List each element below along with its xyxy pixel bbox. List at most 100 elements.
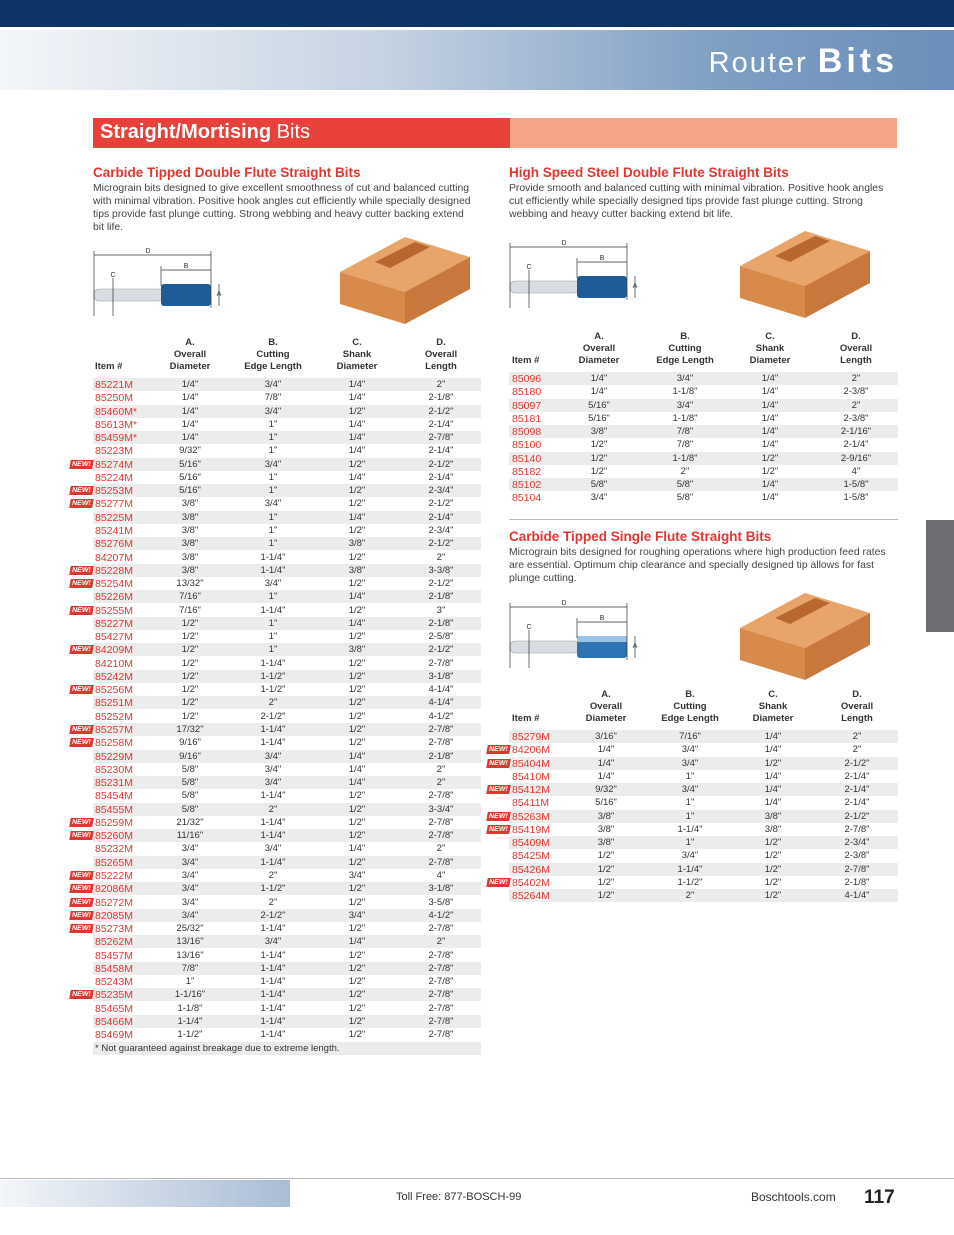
cell: 1-5/8" bbox=[843, 479, 869, 490]
table-row bbox=[509, 875, 898, 889]
cell: 1-1/4" bbox=[260, 1029, 286, 1041]
cell: 1/2" bbox=[764, 837, 782, 848]
table-row bbox=[93, 431, 481, 445]
column-header: Cutting bbox=[256, 349, 290, 360]
item-number: 82086M bbox=[95, 883, 133, 896]
table-row bbox=[509, 783, 898, 796]
item-number: 84210M bbox=[95, 657, 133, 670]
cell: 1-1/4" bbox=[260, 816, 286, 828]
cell: 1/4" bbox=[764, 797, 782, 809]
wood-top bbox=[740, 593, 870, 648]
cell: 13/32" bbox=[176, 578, 204, 590]
cell: 1/2" bbox=[348, 551, 366, 563]
cell: 2-7/8" bbox=[428, 830, 454, 842]
dimension-label: A bbox=[217, 291, 222, 298]
cell: 1-1/4" bbox=[260, 604, 286, 616]
cell: 1-1/4" bbox=[260, 949, 286, 961]
table-row bbox=[93, 470, 481, 484]
cell: 2-3/8" bbox=[843, 386, 869, 398]
item-number: 85235M bbox=[95, 989, 133, 1002]
cell: 2-7/8" bbox=[428, 949, 454, 961]
new-badge: NEW! bbox=[69, 605, 94, 615]
item-number: 84206M bbox=[512, 744, 550, 757]
section-bold: Straight/Mortising bbox=[100, 121, 272, 143]
column-header: Item # bbox=[512, 355, 540, 366]
cell: 2-7/8" bbox=[428, 962, 454, 974]
cell: 2-3/8" bbox=[843, 412, 869, 424]
item-number: 85419M bbox=[512, 823, 550, 836]
new-badge: NEW! bbox=[69, 645, 94, 655]
new-badge: NEW! bbox=[486, 877, 511, 887]
column-header: Diameter bbox=[749, 355, 791, 366]
new-badge: NEW! bbox=[69, 924, 94, 934]
item-number: 85466M bbox=[95, 1015, 133, 1028]
cell: 2-7/8" bbox=[428, 923, 454, 935]
cell: 1" bbox=[268, 445, 278, 457]
cell: 1-1/2" bbox=[260, 670, 286, 682]
item-number: 85100 bbox=[512, 439, 542, 452]
cell: 2-1/2" bbox=[428, 405, 454, 417]
cell: 11/16" bbox=[176, 830, 204, 842]
cell: 5/16" bbox=[179, 458, 201, 470]
column-header: Item # bbox=[95, 361, 123, 372]
item-number: 85460M* bbox=[95, 405, 138, 418]
cell: 1/2" bbox=[181, 644, 199, 656]
cell: 1/4" bbox=[348, 379, 366, 390]
wood-side bbox=[805, 613, 870, 680]
cell: 1/2" bbox=[348, 790, 366, 802]
cell: 5/16" bbox=[179, 485, 201, 497]
item-number: 85262M bbox=[95, 936, 133, 949]
cell: 3/4" bbox=[181, 883, 199, 895]
dimension-label: B bbox=[600, 255, 605, 262]
cell: 2" bbox=[268, 896, 278, 908]
cell: 1-1/2" bbox=[177, 1029, 203, 1041]
table-row bbox=[93, 696, 481, 710]
new-badge: NEW! bbox=[69, 738, 94, 748]
table-row bbox=[93, 855, 481, 869]
item-number: 85256M bbox=[95, 684, 133, 697]
cell: 1-1/4" bbox=[177, 1015, 203, 1027]
cell: 1/2" bbox=[348, 856, 366, 868]
table-title: Carbide Tipped Double Flute Straight Bit… bbox=[93, 165, 361, 180]
table-row bbox=[93, 975, 481, 989]
item-number: 85140 bbox=[512, 452, 542, 465]
cell: 2" bbox=[851, 399, 861, 411]
new-badge: NEW! bbox=[69, 897, 94, 907]
item-number: 85265M bbox=[95, 856, 133, 869]
table-row bbox=[509, 836, 898, 849]
section-bar-light bbox=[510, 118, 897, 148]
cell: 1" bbox=[685, 837, 695, 848]
column-header: Cutting bbox=[668, 343, 702, 354]
item-number: 85272M bbox=[95, 896, 133, 909]
cell: 3/8" bbox=[590, 426, 608, 437]
cell: 1/2" bbox=[348, 578, 366, 590]
cell: 13/16" bbox=[176, 936, 204, 948]
cell: 3/4" bbox=[676, 373, 694, 384]
table-row bbox=[93, 1014, 481, 1028]
cell: 2-1/4" bbox=[428, 511, 454, 523]
cell: 7/8" bbox=[676, 426, 694, 437]
dimension-label: D bbox=[561, 600, 566, 607]
item-number: 85427M bbox=[95, 631, 133, 644]
item-number: 85260M bbox=[95, 830, 133, 843]
cell: 1/2" bbox=[348, 737, 366, 749]
cell: 3-3/4" bbox=[428, 803, 454, 815]
cell: 1" bbox=[685, 770, 695, 782]
item-number: 85465M bbox=[95, 1002, 133, 1015]
item-number: 85458M bbox=[95, 962, 133, 975]
cell: 3/4" bbox=[348, 909, 366, 921]
footer-band bbox=[0, 1180, 290, 1207]
cell: 3/8" bbox=[348, 644, 366, 656]
cell: 3/4" bbox=[181, 896, 199, 908]
wood-front bbox=[740, 266, 805, 318]
cell: 3-3/8" bbox=[428, 564, 454, 576]
table-row bbox=[93, 815, 481, 829]
wood-groove bbox=[775, 236, 830, 262]
table-row bbox=[509, 478, 898, 491]
item-number: 85252M bbox=[95, 710, 133, 723]
page-number: 117 bbox=[864, 1187, 895, 1208]
cell: 2" bbox=[268, 869, 278, 881]
cell: 2-1/4" bbox=[844, 784, 870, 795]
column-header: Length bbox=[841, 713, 873, 724]
cell: 3/4" bbox=[264, 498, 282, 510]
